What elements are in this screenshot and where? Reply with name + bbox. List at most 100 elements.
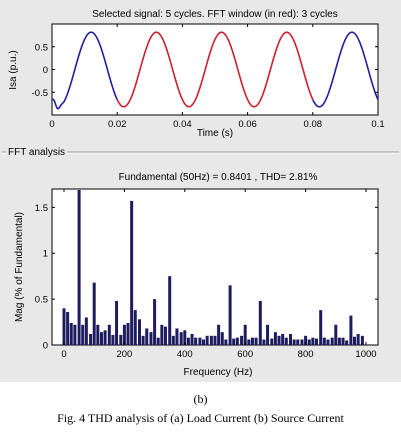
fft-bar bbox=[281, 333, 285, 345]
fft-bar bbox=[175, 328, 179, 345]
fft-bar bbox=[296, 339, 300, 345]
fft-y-tick-label: 1 bbox=[43, 249, 48, 260]
fft-tool-window: Selected signal: 5 cycles. FFT window (i… bbox=[0, 0, 401, 382]
fft-x-tick-label: 800 bbox=[298, 349, 314, 360]
top-chart-ticks: 0 0.02 0.04 0.06 0.08 0.1 0.5 0 -0.5 bbox=[32, 24, 385, 130]
top-x-tick-label: 0.02 bbox=[108, 119, 127, 130]
figure-caption: Fig. 4 THD analysis of (a) Load Current … bbox=[57, 411, 344, 425]
fft-x-tick-label: 600 bbox=[237, 349, 253, 360]
fft-bar bbox=[292, 339, 296, 345]
fft-bar bbox=[289, 333, 292, 345]
subfigure-caption: (b) bbox=[193, 392, 208, 406]
signal-trace-end bbox=[312, 31, 379, 108]
fft-bar bbox=[307, 339, 311, 345]
fft-bar bbox=[115, 300, 119, 345]
fft-bar bbox=[220, 332, 224, 345]
fft-bar bbox=[304, 335, 308, 345]
fft-bar bbox=[262, 339, 266, 345]
fft-bar bbox=[186, 337, 190, 345]
fft-bar bbox=[141, 335, 145, 345]
fft-bar bbox=[66, 311, 70, 345]
top-x-tick-label: 0.04 bbox=[173, 119, 192, 130]
top-y-tick-label: 0.5 bbox=[35, 42, 48, 53]
fft-bar bbox=[341, 337, 345, 345]
fft-bar bbox=[156, 337, 160, 345]
fft-bar bbox=[194, 337, 198, 345]
fft-chart-ylabel: Mag (% of Fundamental) bbox=[14, 212, 25, 322]
fft-y-tick-label: 0.5 bbox=[35, 295, 48, 306]
top-y-tick-label: -0.5 bbox=[32, 88, 48, 99]
fft-bar bbox=[81, 324, 85, 345]
fft-bar bbox=[153, 299, 157, 345]
fft-bar bbox=[89, 333, 93, 345]
fft-bar bbox=[122, 324, 126, 345]
fft-bar bbox=[202, 339, 206, 345]
top-chart-title: Selected signal: 5 cycles. FFT window (i… bbox=[92, 9, 337, 20]
fft-bar bbox=[284, 337, 288, 345]
fft-bar bbox=[254, 337, 258, 345]
fft-bar bbox=[149, 332, 153, 345]
fft-x-tick-label: 200 bbox=[116, 349, 132, 360]
fft-bar bbox=[322, 337, 326, 345]
fft-bar bbox=[224, 339, 228, 345]
fft-bar bbox=[266, 324, 270, 345]
fft-bar bbox=[99, 332, 103, 345]
fft-bar bbox=[353, 336, 357, 345]
fft-bar bbox=[330, 337, 334, 345]
fft-bar bbox=[247, 339, 251, 345]
fft-bar bbox=[126, 322, 130, 345]
fft-window-trace bbox=[116, 31, 314, 108]
fft-bar bbox=[349, 315, 353, 345]
fft-bar bbox=[190, 333, 194, 345]
fft-bar bbox=[213, 335, 217, 345]
fft-bar bbox=[138, 319, 141, 345]
fft-bar bbox=[232, 338, 236, 345]
fft-bar bbox=[168, 276, 172, 345]
fft-bar bbox=[334, 324, 338, 345]
fft-bar bbox=[273, 332, 277, 345]
fft-chart-bars bbox=[62, 190, 364, 345]
fft-bar bbox=[133, 310, 137, 345]
fft-y-tick-label: 0 bbox=[43, 341, 48, 352]
fft-chart-title: Fundamental (50Hz) = 0.8401 , THD= 2.81% bbox=[119, 172, 318, 183]
top-x-tick-label: 0.1 bbox=[371, 119, 384, 130]
fft-bar bbox=[107, 324, 111, 345]
fft-bar bbox=[217, 324, 221, 345]
fft-bar bbox=[300, 339, 304, 345]
top-y-tick-label: 0 bbox=[43, 65, 48, 76]
fft-bar bbox=[337, 337, 341, 345]
fft-bar bbox=[111, 334, 115, 345]
signal-trace-start bbox=[51, 31, 118, 110]
fft-x-tick-label: 0 bbox=[61, 349, 66, 360]
fft-bar bbox=[319, 310, 323, 345]
fft-bar bbox=[209, 335, 213, 345]
fft-chart-xlabel: Frequency (Hz) bbox=[184, 367, 253, 378]
fft-panel-label: FFT analysis bbox=[6, 147, 68, 158]
fft-bar bbox=[103, 330, 107, 345]
fft-bar bbox=[171, 335, 175, 345]
fft-chart-axes bbox=[51, 188, 379, 346]
fft-bar bbox=[198, 337, 202, 345]
fft-bar bbox=[277, 335, 281, 345]
fft-bar bbox=[356, 333, 360, 345]
fft-bar bbox=[84, 317, 88, 345]
fft-bar bbox=[250, 337, 254, 345]
fft-bar bbox=[119, 334, 123, 345]
fft-bar bbox=[130, 200, 134, 345]
fft-bar bbox=[73, 324, 77, 345]
top-chart-xlabel: Time (s) bbox=[197, 128, 233, 139]
fft-bar bbox=[235, 337, 239, 345]
fft-x-tick-label: 1000 bbox=[355, 349, 376, 360]
fft-bar bbox=[258, 300, 262, 345]
fft-bar bbox=[243, 324, 247, 345]
top-x-tick-label: 0 bbox=[49, 119, 54, 130]
fft-bar bbox=[77, 190, 81, 345]
fft-bar bbox=[345, 340, 349, 345]
fft-bar bbox=[270, 338, 274, 345]
fft-bar bbox=[160, 324, 164, 345]
top-x-tick-label: 0.06 bbox=[238, 119, 257, 130]
fft-bar bbox=[228, 285, 232, 345]
fft-bar bbox=[179, 332, 183, 345]
fft-bar bbox=[69, 322, 73, 345]
fft-bar bbox=[163, 326, 167, 345]
